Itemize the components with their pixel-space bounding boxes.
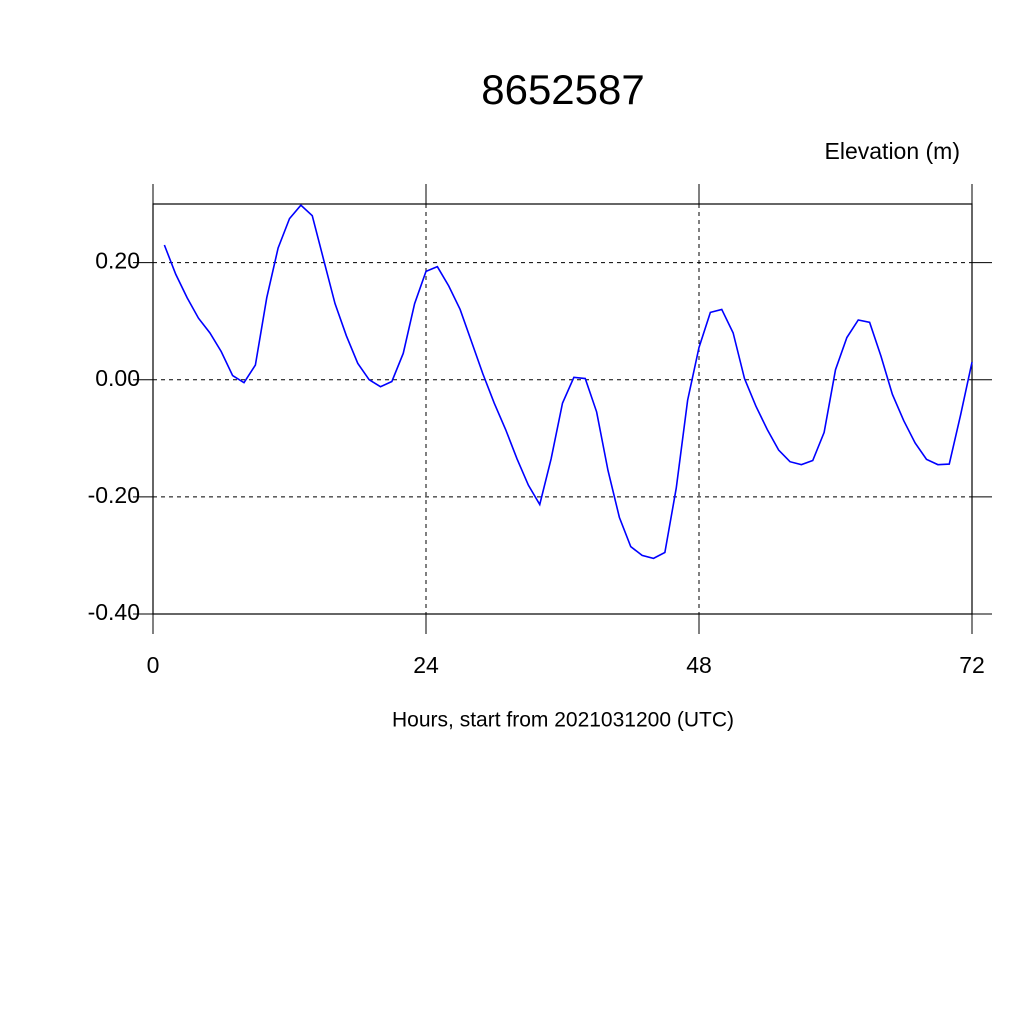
y-tick-label: 0.00 [95, 365, 140, 391]
chart-title: 8652587 [481, 66, 645, 113]
x-tick-label: 72 [959, 652, 985, 678]
x-tick-label: 24 [413, 652, 439, 678]
y-tick-label: -0.40 [88, 599, 140, 625]
x-axis-label: Hours, start from 2021031200 (UTC) [392, 709, 734, 732]
y-tick-label: -0.20 [88, 482, 140, 508]
data-line [163, 204, 973, 560]
y-axis-label: Elevation (m) [825, 138, 960, 164]
y-tick-label: 0.20 [95, 248, 140, 274]
x-tick-label: 0 [147, 652, 160, 678]
plot-frame [152, 203, 973, 615]
x-tick-label: 48 [686, 652, 712, 678]
